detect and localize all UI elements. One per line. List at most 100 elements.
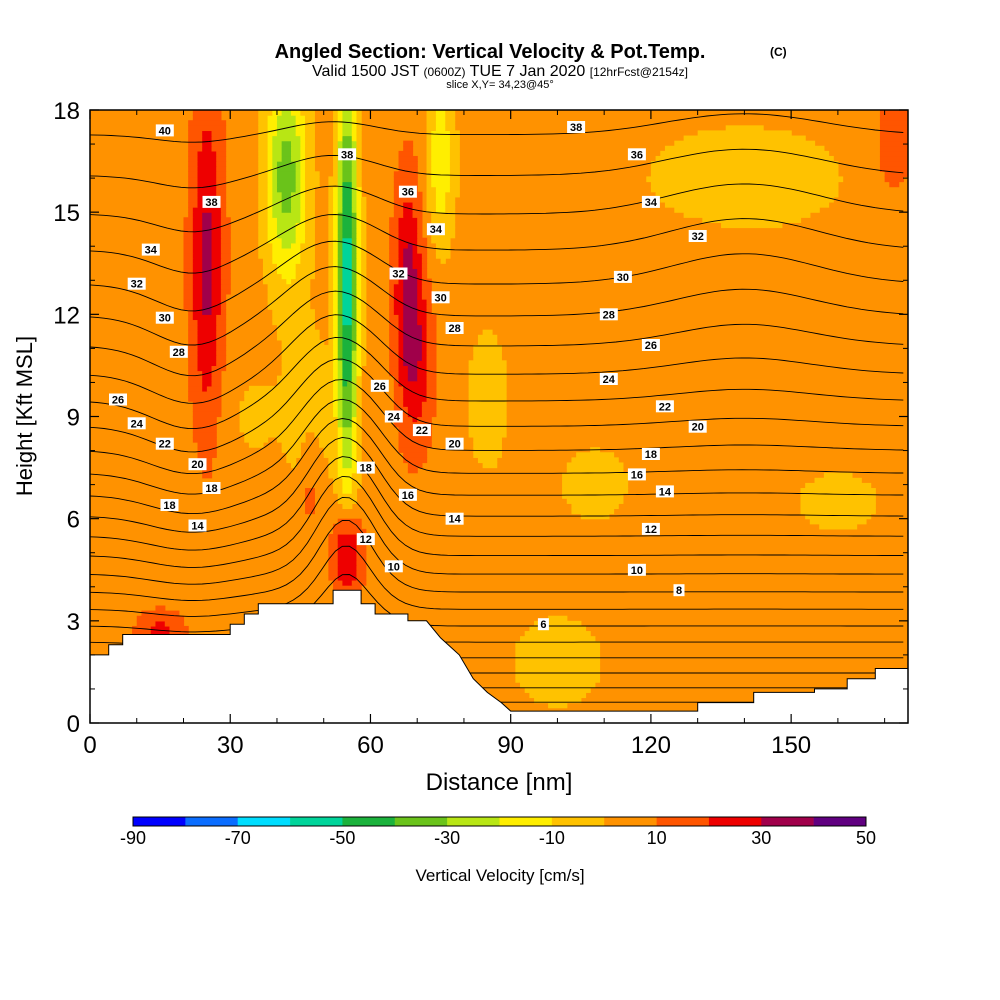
isentrope-label: 36 — [398, 185, 417, 199]
field-cell — [281, 145, 292, 152]
field-cell — [276, 176, 297, 183]
isentrope-label-bg — [688, 420, 707, 433]
isentrope-label-text: 12 — [645, 524, 657, 536]
field-cell — [258, 145, 269, 152]
field-cell — [398, 155, 418, 162]
field-cell — [197, 334, 217, 341]
field-cell — [333, 283, 339, 290]
field-cell — [403, 278, 418, 285]
field-cell — [356, 360, 362, 367]
field-cell — [351, 344, 358, 351]
field-cell — [356, 258, 362, 264]
field-cell — [342, 181, 353, 188]
field-cell — [300, 201, 306, 208]
field-cell — [571, 508, 615, 515]
field-cell — [421, 253, 428, 259]
field-cell — [337, 533, 358, 540]
field-cell — [192, 258, 203, 264]
isentrope-labels: 4038343230282624222018181438363432302826… — [109, 121, 707, 631]
field-cell — [333, 242, 339, 249]
field-cell — [421, 324, 428, 331]
field-cell — [417, 222, 423, 229]
field-cell — [305, 222, 315, 229]
field-cell — [239, 426, 339, 433]
field-cell — [169, 631, 189, 637]
colorbar-tick-label: -10 — [539, 828, 565, 848]
isentrope-label: 34 — [141, 243, 160, 257]
isentrope-label-text: 32 — [131, 279, 143, 291]
field-cell — [417, 360, 428, 367]
field-cell — [356, 574, 367, 581]
isentrope-label-bg — [202, 195, 221, 208]
field-cell — [342, 186, 353, 193]
field-cell — [342, 324, 353, 331]
field-cell — [393, 304, 404, 310]
field-cell — [342, 360, 353, 367]
isentrope-label-bg — [431, 291, 450, 304]
isentrope-label: 22 — [655, 400, 674, 413]
field-cell — [333, 222, 339, 229]
field-cell — [800, 508, 876, 515]
field-cell — [211, 263, 222, 269]
field-cell — [403, 324, 423, 331]
isentrope-label-bg — [155, 311, 174, 324]
field-cell — [333, 237, 339, 244]
field-cell — [356, 135, 362, 142]
field-cell — [393, 288, 404, 295]
field-cell — [333, 191, 339, 198]
field-cell — [197, 365, 213, 372]
isentrope-label: 14 — [445, 512, 464, 526]
field-cell — [211, 140, 227, 147]
field-cell — [333, 339, 339, 346]
field-cell — [337, 217, 344, 223]
field-cell — [417, 299, 428, 305]
field-cell — [426, 385, 437, 392]
field-cell — [183, 268, 194, 275]
field-cell — [305, 140, 315, 147]
field-cell — [333, 201, 339, 208]
field-cell — [328, 258, 334, 264]
field-cell — [361, 253, 367, 259]
field-cell — [258, 222, 269, 229]
field-cell — [337, 181, 344, 188]
isentrope-label-text: 38 — [341, 149, 353, 161]
field-cell — [188, 171, 199, 178]
field-cell — [197, 155, 217, 162]
field-cell — [281, 110, 292, 116]
field-cell — [342, 207, 353, 213]
field-cell — [244, 436, 269, 443]
field-cell — [398, 237, 418, 244]
field-cell — [300, 242, 315, 249]
field-cell — [197, 191, 217, 198]
field-cell — [398, 436, 432, 443]
field-cell — [468, 431, 507, 438]
field-cell — [398, 263, 404, 269]
field-cell — [319, 442, 339, 448]
field-cell — [361, 222, 367, 229]
field-cell — [356, 544, 367, 550]
field-cell — [361, 196, 367, 203]
field-cell — [449, 171, 460, 178]
field-cell — [342, 130, 353, 137]
field-cell — [295, 130, 306, 137]
field-cell — [337, 472, 353, 479]
field-cell — [258, 227, 269, 234]
field-cell — [351, 191, 358, 198]
field-cell — [389, 232, 400, 239]
field-cell — [482, 462, 498, 469]
field-cell — [337, 411, 344, 418]
field-cell — [435, 242, 451, 249]
isentrope-label: 16 — [398, 488, 417, 502]
isentrope-label-text: 28 — [603, 309, 615, 321]
isentrope-label-bg — [673, 584, 685, 597]
field-cell — [328, 539, 339, 545]
subtitle-valid: Valid 1500 JST — [312, 63, 420, 80]
field-cell — [295, 263, 315, 269]
field-cell — [333, 293, 339, 300]
field-cell — [239, 416, 339, 423]
field-cell — [272, 253, 301, 259]
y-tick-label: 9 — [67, 405, 80, 432]
field-cell — [389, 278, 400, 285]
field-cell — [192, 431, 217, 438]
field-cell — [333, 314, 339, 321]
